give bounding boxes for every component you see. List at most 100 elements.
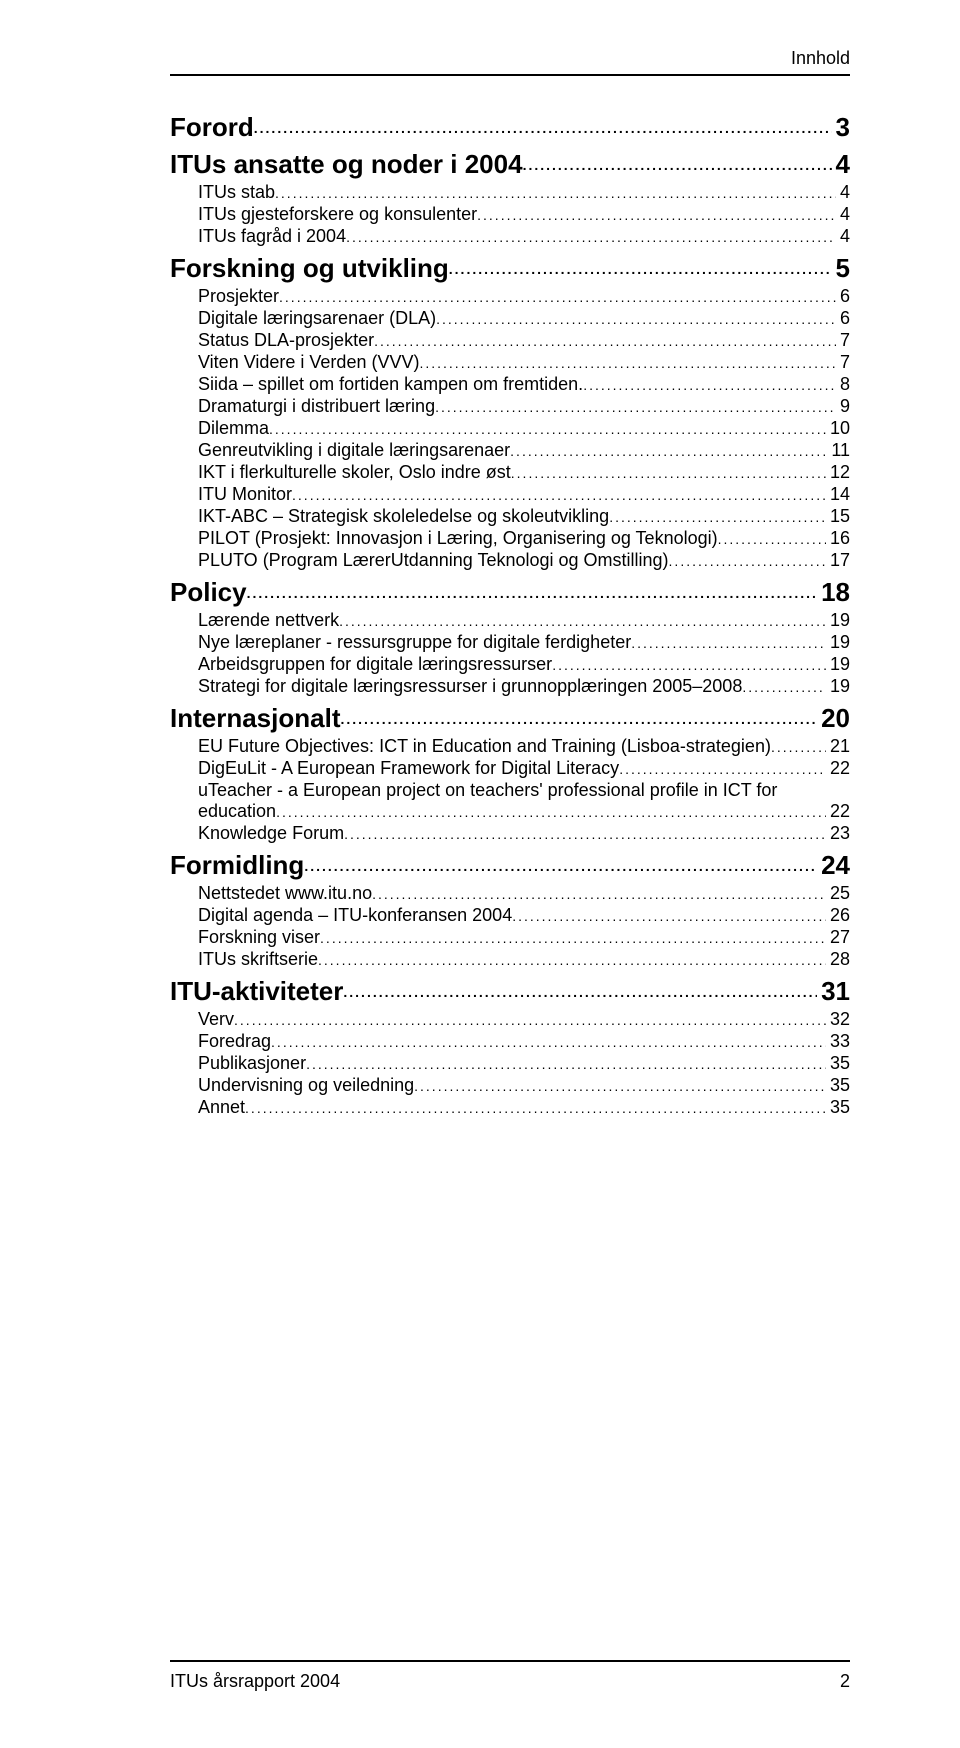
toc-entry: Dilemma 10 <box>198 418 850 439</box>
toc-entry-label: IKT i flerkulturelle skoler, Oslo indre … <box>198 462 511 483</box>
toc-entry-page: 18 <box>817 577 850 608</box>
toc-entry-page: 24 <box>817 850 850 881</box>
toc-entry-label: Strategi for digitale læringsressurser i… <box>198 676 742 697</box>
toc-entry: Forskning viser27 <box>198 927 850 948</box>
toc-entry: Lærende nettverk 19 <box>198 610 850 631</box>
page-header-title: Innhold <box>791 48 850 69</box>
toc-heading: Forord3 <box>170 112 850 143</box>
toc-entry-page: 4 <box>836 226 850 247</box>
toc-entry-page: 25 <box>826 883 850 904</box>
toc-entry-page: 7 <box>836 330 850 351</box>
toc-entry-page: 8 <box>836 374 850 395</box>
toc-leader-dots <box>269 421 826 437</box>
toc-entry-label: ITUs fagråd i 2004 <box>198 226 346 247</box>
toc-entry: Foredrag33 <box>198 1031 850 1052</box>
toc-entry: Undervisning og veiledning 35 <box>198 1075 850 1096</box>
toc-entry: Strategi for digitale læringsressurser i… <box>198 676 850 697</box>
toc-leader-dots <box>631 635 826 651</box>
toc-entry: Digital agenda – ITU-konferansen 2004 26 <box>198 905 850 926</box>
toc-entry: Dramaturgi i distribuert læring9 <box>198 396 850 417</box>
toc-leader-dots <box>771 739 826 755</box>
toc-leader-dots <box>339 613 826 629</box>
toc-entry: ITUs gjesteforskere og konsulenter4 <box>198 204 850 225</box>
toc-entry: Digitale læringsarenaer (DLA)6 <box>198 308 850 329</box>
toc-entry-page: 35 <box>826 1097 850 1118</box>
toc-leader-dots <box>254 120 832 136</box>
toc-leader-dots <box>512 908 826 924</box>
toc-entry-page: 19 <box>826 654 850 675</box>
toc-entry-page: 15 <box>826 506 850 527</box>
toc-entry: PILOT (Prosjekt: Innovasjon i Læring, Or… <box>198 528 850 549</box>
toc-entry-page: 26 <box>826 905 850 926</box>
toc-leader-dots <box>374 333 836 349</box>
toc-leader-dots <box>669 553 826 569</box>
toc-entry-label: Lærende nettverk <box>198 610 339 631</box>
toc-entry: ITUs skriftserie28 <box>198 949 850 970</box>
toc-entry-label: Forskning viser <box>198 927 320 948</box>
toc-entry: DigEuLit - A European Framework for Digi… <box>198 758 850 779</box>
toc-entry: Genreutvikling i digitale læringsarenaer… <box>198 440 850 461</box>
toc-entry-page: 5 <box>832 253 850 284</box>
toc-leader-dots <box>523 157 832 173</box>
toc-entry-label: uTeacher - a European project on teacher… <box>198 780 850 801</box>
table-of-contents: Forord3ITUs ansatte og noder i 20044ITUs… <box>170 112 850 1118</box>
toc-leader-dots <box>318 952 826 968</box>
toc-leader-dots <box>477 207 836 223</box>
toc-leader-dots <box>344 826 826 842</box>
toc-entry-label: Genreutvikling i digitale læringsarenaer <box>198 440 510 461</box>
toc-entry-label: PLUTO (Program LærerUtdanning Teknologi … <box>198 550 669 571</box>
toc-entry-label: ITUs stab <box>198 182 275 203</box>
toc-heading: ITU-aktiviteter31 <box>170 976 850 1007</box>
toc-heading: Forskning og utvikling5 <box>170 253 850 284</box>
toc-entry: ITUs stab 4 <box>198 182 850 203</box>
toc-entry-page: 35 <box>826 1075 850 1096</box>
toc-entry-label: IKT-ABC – Strategisk skoleledelse og sko… <box>198 506 609 527</box>
toc-heading: ITUs ansatte og noder i 20044 <box>170 149 850 180</box>
toc-leader-dots <box>619 761 826 777</box>
toc-entry-label: Undervisning og veiledning <box>198 1075 414 1096</box>
toc-entry-label: Policy <box>170 577 247 608</box>
toc-entry-label: Publikasjoner <box>198 1053 306 1074</box>
toc-entry: Viten Videre i Verden (VVV)7 <box>198 352 850 373</box>
toc-entry-row: education 22 <box>198 801 850 822</box>
toc-entry-label: PILOT (Prosjekt: Innovasjon i Læring, Or… <box>198 528 718 549</box>
toc-entry-label: Dramaturgi i distribuert læring <box>198 396 435 417</box>
toc-entry-label: Prosjekter <box>198 286 279 307</box>
toc-entry-page: 28 <box>826 949 850 970</box>
toc-entry-page: 10 <box>826 418 850 439</box>
footer-rule <box>170 1660 850 1662</box>
toc-leader-dots <box>340 711 817 727</box>
toc-entry: Verv32 <box>198 1009 850 1030</box>
header-rule <box>170 74 850 76</box>
toc-leader-dots <box>449 261 832 277</box>
toc-leader-dots <box>419 355 836 371</box>
toc-entry-label: Status DLA-prosjekter <box>198 330 374 351</box>
toc-leader-dots <box>234 1012 826 1028</box>
toc-entry-label: Nettstedet www.itu.no <box>198 883 372 904</box>
toc-entry-label: Digital agenda – ITU-konferansen 2004 <box>198 905 512 926</box>
toc-entry-page: 4 <box>832 149 850 180</box>
toc-entry-page: 4 <box>836 182 850 203</box>
toc-entry-label: Arbeidsgruppen for digitale læringsressu… <box>198 654 552 675</box>
toc-leader-dots <box>609 509 826 525</box>
toc-leader-dots <box>343 984 817 1000</box>
toc-entry-label: Foredrag <box>198 1031 271 1052</box>
toc-leader-dots <box>247 585 817 601</box>
toc-entry-label: ITU-aktiviteter <box>170 976 343 1007</box>
toc-entry: IKT-ABC – Strategisk skoleledelse og sko… <box>198 506 850 527</box>
toc-leader-dots <box>552 657 826 673</box>
toc-entry-label: Dilemma <box>198 418 269 439</box>
toc-entry: Siida – spillet om fortiden kampen om fr… <box>198 374 850 395</box>
toc-entry: Nye læreplaner - ressursgruppe for digit… <box>198 632 850 653</box>
toc-entry: Prosjekter6 <box>198 286 850 307</box>
toc-entry-label: ITUs gjesteforskere og konsulenter <box>198 204 477 225</box>
toc-entry-label: education <box>198 801 276 822</box>
toc-entry-page: 17 <box>826 550 850 571</box>
toc-entry-page: 22 <box>826 801 850 822</box>
toc-entry-page: 19 <box>826 610 850 631</box>
toc-leader-dots <box>510 443 827 459</box>
toc-leader-dots <box>583 377 836 393</box>
toc-entry-label: Verv <box>198 1009 234 1030</box>
toc-entry-page: 19 <box>826 676 850 697</box>
toc-entry-page: 23 <box>826 823 850 844</box>
